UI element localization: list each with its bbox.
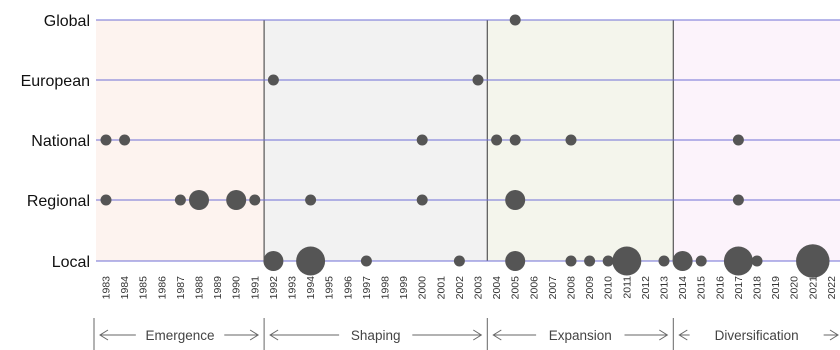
point-local-1994 xyxy=(296,246,326,276)
phase-arrowhead-left xyxy=(99,329,109,341)
year-tick-2019: 2019 xyxy=(770,276,782,300)
year-tick-2014: 2014 xyxy=(677,276,689,300)
point-national-2008 xyxy=(565,134,577,146)
point-european-1992 xyxy=(267,74,279,86)
point-local-1992 xyxy=(263,251,284,271)
year-tick-1993: 1993 xyxy=(287,276,299,300)
year-tick-2009: 2009 xyxy=(584,276,596,300)
point-regional-2017 xyxy=(732,194,744,206)
year-tick-1987: 1987 xyxy=(175,276,187,300)
point-local-2014 xyxy=(672,251,693,271)
year-tick-1998: 1998 xyxy=(380,276,392,300)
year-tick-1994: 1994 xyxy=(305,276,317,300)
year-tick-1990: 1990 xyxy=(231,276,243,300)
point-local-2021 xyxy=(796,244,830,278)
year-tick-1984: 1984 xyxy=(119,276,131,300)
year-tick-2000: 2000 xyxy=(417,276,429,300)
year-tick-1988: 1988 xyxy=(194,276,206,300)
year-tick-1996: 1996 xyxy=(342,276,354,300)
year-tick-2022: 2022 xyxy=(826,276,838,300)
year-tick-2008: 2008 xyxy=(566,276,578,300)
year-tick-1995: 1995 xyxy=(324,276,336,300)
point-national-1984 xyxy=(119,134,131,146)
level-lines xyxy=(96,19,840,262)
phase-arrowhead-right xyxy=(249,329,260,341)
level-label-regional: Regional xyxy=(27,193,90,210)
phase-annotations: Emergence Shaping Expansion Diversification xyxy=(93,318,839,350)
point-local-2009 xyxy=(584,255,596,267)
year-tick-2016: 2016 xyxy=(714,276,726,300)
point-national-2017 xyxy=(732,134,744,146)
year-tick-2018: 2018 xyxy=(752,276,764,300)
year-tick-2006: 2006 xyxy=(528,276,540,300)
point-global-2005 xyxy=(509,14,521,26)
point-local-2011 xyxy=(612,246,642,276)
year-tick-1986: 1986 xyxy=(156,276,168,300)
phase-arrowhead-left xyxy=(678,329,688,341)
phase-arrowhead-right xyxy=(473,329,483,341)
phase-label-shaping: Shaping xyxy=(351,328,401,343)
phase-label-diversification: Diversification xyxy=(715,328,799,343)
point-regional-1991 xyxy=(249,194,261,206)
year-tick-2004: 2004 xyxy=(491,276,503,300)
point-national-1983 xyxy=(100,134,112,146)
level-labels: Local Regional National European Global xyxy=(21,13,90,271)
year-tick-2017: 2017 xyxy=(733,276,745,300)
year-tick-2003: 2003 xyxy=(473,276,485,300)
year-tick-1985: 1985 xyxy=(138,276,150,300)
year-tick-2002: 2002 xyxy=(454,276,466,300)
year-tick-1992: 1992 xyxy=(268,276,280,300)
level-label-national: National xyxy=(31,133,90,150)
level-label-local: Local xyxy=(52,254,90,271)
point-regional-1987 xyxy=(174,194,186,206)
year-tick-1989: 1989 xyxy=(212,276,224,300)
point-regional-1990 xyxy=(226,190,247,210)
point-national-2004 xyxy=(491,134,503,146)
year-tick-1991: 1991 xyxy=(249,276,261,300)
phase-arrowhead-left xyxy=(492,329,502,341)
point-local-2015 xyxy=(695,255,707,267)
point-local-2018 xyxy=(751,255,763,267)
year-tick-2011: 2011 xyxy=(621,276,633,299)
year-tick-2010: 2010 xyxy=(603,276,615,300)
year-tick-2013: 2013 xyxy=(659,276,671,300)
point-local-2013 xyxy=(658,255,670,267)
point-local-2002 xyxy=(453,255,465,267)
point-national-2000 xyxy=(416,134,428,146)
point-local-2005 xyxy=(505,251,526,271)
year-tick-2012: 2012 xyxy=(640,276,652,300)
year-tick-2021: 2021 xyxy=(807,276,819,300)
point-local-1997 xyxy=(360,255,372,267)
phase-label-emergence: Emergence xyxy=(146,328,215,343)
phase-label-expansion: Expansion xyxy=(549,328,612,343)
point-regional-1983 xyxy=(100,194,112,206)
year-tick-2001: 2001 xyxy=(435,276,447,300)
year-tick-2007: 2007 xyxy=(547,276,559,300)
data-points xyxy=(100,14,830,278)
point-regional-1994 xyxy=(305,194,317,206)
phase-arrowhead-left xyxy=(269,329,279,341)
year-tick-1999: 1999 xyxy=(398,276,410,300)
point-regional-1988 xyxy=(189,190,209,210)
year-tick-2005: 2005 xyxy=(510,276,522,300)
point-local-2008 xyxy=(565,255,577,267)
point-european-2003 xyxy=(472,74,484,86)
phase-arrowhead-right xyxy=(659,329,669,341)
level-label-european: European xyxy=(21,73,90,90)
year-tick-1983: 1983 xyxy=(101,276,113,300)
level-label-global: Global xyxy=(44,13,90,30)
point-regional-2000 xyxy=(416,194,428,206)
point-local-2017 xyxy=(723,246,753,276)
year-tick-2020: 2020 xyxy=(789,276,801,300)
phase-arrowhead-right xyxy=(829,329,839,341)
year-tick-labels: 1983 1984 1985 1986 1987 1988 1989 1990 1991 1992… xyxy=(101,276,838,300)
year-tick-1997: 1997 xyxy=(361,276,373,300)
point-local-2010 xyxy=(602,255,614,267)
point-regional-2005 xyxy=(505,190,526,210)
year-tick-2015: 2015 xyxy=(696,276,708,300)
point-national-2005 xyxy=(509,134,521,146)
